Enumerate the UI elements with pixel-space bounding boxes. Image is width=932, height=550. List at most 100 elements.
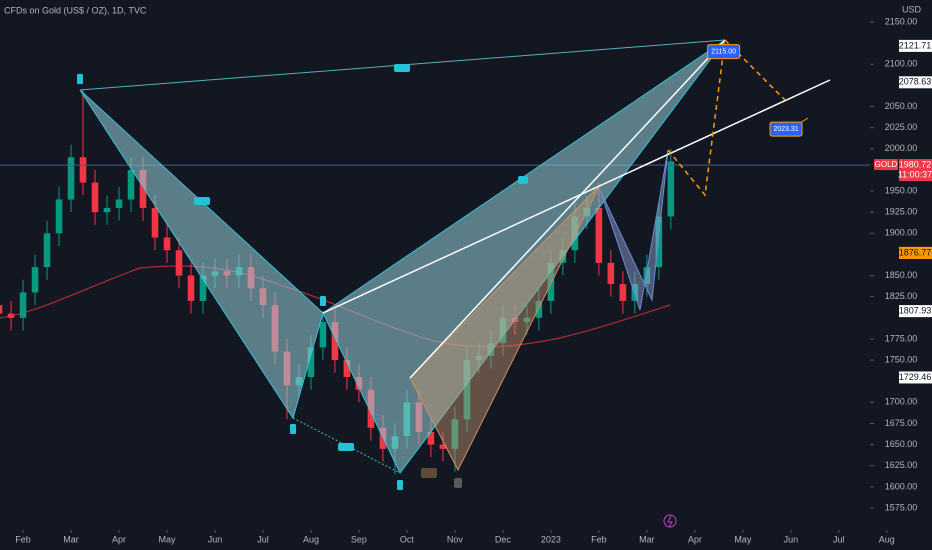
y-tick-label: 2100.00 bbox=[885, 59, 918, 69]
candle-body bbox=[103, 207, 111, 213]
candle-body bbox=[91, 182, 99, 213]
point-marker bbox=[290, 424, 296, 434]
price-tag bbox=[899, 305, 932, 318]
y-tick-label: 1825.00 bbox=[885, 291, 918, 301]
candle-body bbox=[427, 431, 435, 445]
last-price-tag bbox=[899, 159, 932, 182]
point-marker bbox=[77, 74, 83, 84]
price-tag-label: 1876.77 bbox=[899, 247, 932, 257]
x-tick-label: Jul bbox=[257, 534, 269, 544]
ratio-marker bbox=[518, 176, 528, 184]
price-tag bbox=[899, 246, 932, 259]
x-tick-label: Feb bbox=[15, 534, 31, 544]
target-box bbox=[707, 44, 741, 60]
y-tick-label: 2000.00 bbox=[885, 143, 918, 153]
candle-body bbox=[115, 199, 123, 208]
candle-body bbox=[31, 267, 39, 293]
target-label: 2115.00 bbox=[711, 48, 736, 55]
countdown-label: 11:00:37 bbox=[898, 169, 932, 179]
candle-body bbox=[199, 275, 207, 301]
last-price-label: 1980.72 bbox=[899, 159, 932, 169]
y-tick-label: 1700.00 bbox=[885, 397, 918, 407]
price-tag bbox=[899, 76, 932, 89]
price-axis bbox=[870, 0, 932, 550]
candle-body bbox=[163, 237, 171, 251]
candle-body bbox=[151, 207, 159, 238]
candle-body bbox=[439, 444, 447, 449]
price-tag-label: 1807.93 bbox=[899, 306, 932, 316]
candle-body bbox=[523, 317, 531, 323]
y-tick-label: 1750.00 bbox=[885, 354, 918, 364]
price-tag-label: 1729.46 bbox=[899, 372, 932, 382]
candle-body bbox=[463, 360, 471, 420]
candle-body bbox=[79, 157, 87, 183]
y-tick-label: 1600.00 bbox=[885, 481, 918, 491]
symbol-label: GOLD bbox=[875, 160, 898, 169]
price-tag bbox=[899, 39, 932, 52]
axes: 1575.00 1600.00 1625.00 1650.00 1675.00 1700.… bbox=[15, 16, 932, 544]
ratio-marker bbox=[394, 64, 410, 72]
candle-body bbox=[187, 275, 195, 301]
y-tick-label: 1950.00 bbox=[885, 185, 918, 195]
point-marker bbox=[454, 478, 462, 488]
target-box bbox=[769, 121, 803, 137]
axis-unit: USD bbox=[902, 4, 922, 14]
y-tick-label: 1625.00 bbox=[885, 460, 918, 470]
y-tick-label: 1850.00 bbox=[885, 270, 918, 280]
candle-body bbox=[0, 305, 3, 314]
candle-body bbox=[307, 347, 315, 378]
trend-line bbox=[409, 39, 726, 379]
candle-body bbox=[595, 207, 603, 263]
y-tick-label: 1925.00 bbox=[885, 207, 918, 217]
ratio-marker bbox=[338, 443, 354, 451]
x-tick-label: Mar bbox=[63, 534, 79, 544]
x-tick-label: Mar bbox=[639, 534, 655, 544]
candle-body bbox=[451, 419, 459, 449]
ratio-marker bbox=[194, 197, 210, 205]
candle-body bbox=[331, 322, 339, 361]
y-tick-label: 2150.00 bbox=[885, 16, 918, 26]
candle-body bbox=[55, 199, 63, 234]
pattern-overlay: 2115.00 2023.31 bbox=[77, 39, 831, 528]
candle-body bbox=[607, 262, 615, 285]
x-tick-label: Feb bbox=[591, 534, 607, 544]
x-tick-label: Apr bbox=[688, 534, 702, 544]
x-tick-label: Jul bbox=[833, 534, 845, 544]
point-marker bbox=[320, 296, 326, 306]
target-label: 2023.31 bbox=[773, 126, 798, 133]
candle-body bbox=[667, 161, 675, 217]
candle-body bbox=[19, 292, 27, 318]
x-tick-label: May bbox=[734, 534, 752, 544]
candle-body bbox=[139, 169, 147, 208]
event-icon bbox=[667, 515, 673, 528]
price-tag-label: 2121.71 bbox=[899, 40, 932, 50]
y-tick-label: 1900.00 bbox=[885, 228, 918, 238]
x-tick-label: Jun bbox=[784, 534, 799, 544]
x-tick-label: Dec bbox=[495, 534, 512, 544]
candle-body bbox=[175, 250, 183, 276]
price-tag bbox=[899, 371, 932, 384]
x-tick-label: Aug bbox=[303, 534, 319, 544]
candle-body bbox=[655, 216, 663, 268]
y-tick-label: 1575.00 bbox=[885, 502, 918, 512]
x-tick-label: Oct bbox=[400, 534, 415, 544]
projection bbox=[667, 39, 726, 197]
pattern-fill bbox=[409, 184, 601, 472]
candle-body bbox=[43, 233, 51, 268]
candle-body bbox=[619, 284, 627, 301]
candle-body bbox=[547, 262, 555, 301]
candle-body bbox=[127, 169, 135, 200]
ratio-marker bbox=[421, 468, 437, 478]
candle-body bbox=[67, 157, 75, 200]
x-tick-label: Apr bbox=[112, 534, 126, 544]
candle-body bbox=[343, 360, 351, 378]
chart-title: CFDs on Gold (US$ / OZ), 1D, TVC bbox=[4, 5, 147, 15]
x-tick-label: Nov bbox=[447, 534, 464, 544]
y-tick-label: 1650.00 bbox=[885, 439, 918, 449]
y-tick-label: 1675.00 bbox=[885, 418, 918, 428]
candle-body bbox=[643, 267, 651, 285]
candle-body bbox=[535, 300, 543, 318]
trend-line bbox=[322, 79, 831, 314]
x-tick-label: Jun bbox=[208, 534, 223, 544]
